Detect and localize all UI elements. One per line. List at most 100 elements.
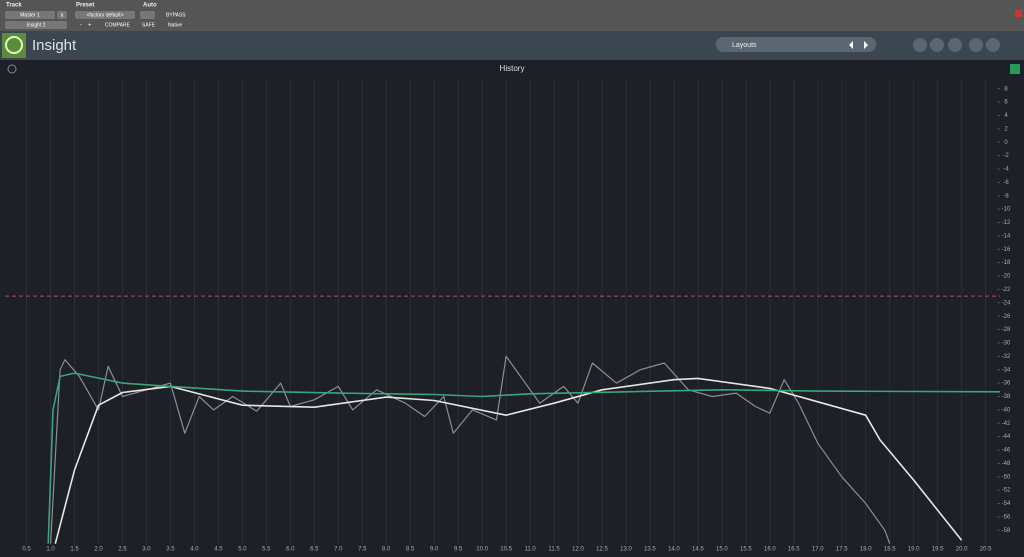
y-tick-label: -16 (1002, 247, 1011, 253)
x-tick-label: 0.5 (22, 547, 31, 552)
icon-button[interactable] (948, 38, 962, 52)
x-tick-label: 5.0 (238, 547, 247, 552)
x-tick-label: 19.0 (908, 547, 920, 552)
x-tick-label: 9.5 (454, 547, 463, 552)
history-panel (0, 60, 1024, 552)
y-tick-label: -56 (1002, 514, 1011, 520)
x-tick-label: 1.5 (70, 547, 79, 552)
layout-arrows[interactable] (849, 41, 868, 49)
x-tick-label: 16.0 (764, 547, 776, 552)
native-label: Native (168, 22, 182, 28)
help-button[interactable] (986, 38, 1000, 52)
preset-minus[interactable]: - (80, 23, 82, 29)
x-tick-label: 17.0 (812, 547, 824, 552)
x-tick-label: 3.0 (142, 547, 151, 552)
host-label: Track (6, 3, 22, 9)
y-tick-label: -32 (1002, 354, 1011, 360)
x-tick-label: 4.0 (190, 547, 199, 552)
y-tick-label: -44 (1002, 434, 1011, 440)
x-tick-label: 2.0 (94, 547, 103, 552)
y-tick-label: -14 (1002, 233, 1011, 239)
y-tick-label: -10 (1002, 207, 1011, 213)
insert-select[interactable] (5, 21, 67, 29)
x-tick-label: 7.0 (334, 547, 343, 552)
y-tick-label: -26 (1002, 314, 1011, 320)
y-tick-label: -20 (1002, 274, 1011, 280)
y-tick-label: -28 (1002, 327, 1011, 333)
preset-select[interactable] (75, 11, 135, 19)
y-tick-label: 6 (1004, 100, 1008, 106)
y-tick-label: 4 (1004, 113, 1008, 119)
y-tick-label: -24 (1002, 300, 1011, 306)
y-tick-label: -50 (1002, 474, 1011, 480)
y-tick-label: 0 (1004, 140, 1008, 146)
y-tick-label: -54 (1002, 501, 1011, 507)
safe-button[interactable]: SAFE (142, 22, 156, 28)
x-tick-label: 20.0 (956, 547, 968, 552)
track-mode[interactable] (57, 11, 67, 19)
pause-button[interactable] (930, 38, 944, 52)
x-tick-label: 14.0 (668, 547, 680, 552)
layouts-select[interactable] (716, 37, 876, 52)
x-tick-label: 17.5 (836, 547, 848, 552)
y-tick-label: -6 (1003, 180, 1009, 186)
x-tick-label: 7.5 (358, 547, 367, 552)
x-tick-label: 12.0 (572, 547, 584, 552)
x-tick-label: 14.5 (692, 547, 704, 552)
logo (5, 36, 23, 54)
bypass-button[interactable]: BYPASS (166, 12, 186, 18)
x-tick-label: 11.5 (548, 547, 560, 552)
x-tick-label: 4.5 (214, 547, 223, 552)
insert-name: Insight 2 (27, 22, 46, 28)
x-tick-label: 1.0 (46, 547, 55, 552)
y-tick-label: -48 (1002, 461, 1011, 467)
history-line (54, 377, 963, 544)
x-tick-label: 9.0 (430, 547, 439, 552)
history-line (47, 372, 1001, 544)
panel-settings[interactable] (7, 64, 17, 74)
y-tick-label: -30 (1002, 341, 1011, 347)
compare-button[interactable]: COMPARE (105, 22, 131, 28)
x-tick-label: 12.5 (596, 547, 608, 552)
preset-name: <factory default> (86, 12, 123, 18)
host-label: Preset (76, 3, 94, 9)
y-tick-label: -58 (1002, 528, 1011, 534)
y-tick-label: -18 (1002, 260, 1011, 266)
x-tick-label: 8.5 (406, 547, 415, 552)
y-tick-label: -22 (1002, 287, 1011, 293)
y-tick-label: 2 (1004, 126, 1008, 132)
x-tick-label: 6.5 (310, 547, 319, 552)
y-tick-label: -36 (1002, 381, 1011, 387)
x-tick-label: 5.5 (262, 547, 271, 552)
y-tick-label: -12 (1002, 220, 1011, 226)
x-tick-label: 18.5 (884, 547, 896, 552)
x-tick-label: 11.0 (524, 547, 536, 552)
x-tick-label: 10.5 (500, 547, 512, 552)
y-tick-label: -34 (1002, 367, 1011, 373)
preset-plus[interactable]: + (88, 23, 92, 29)
host-label: Auto (143, 3, 157, 9)
y-tick-label: -40 (1002, 407, 1011, 413)
y-tick-label: -8 (1003, 193, 1009, 199)
x-tick-label: 19.5 (932, 547, 944, 552)
expand-button[interactable] (1010, 64, 1020, 74)
x-tick-label: 18.0 (860, 547, 872, 552)
x-tick-label: 8.0 (382, 547, 391, 552)
close-button[interactable] (1015, 10, 1022, 17)
y-tick-label: -42 (1002, 421, 1011, 427)
y-tick-label: -38 (1002, 394, 1011, 400)
icon-button[interactable] (913, 38, 927, 52)
track-mode-label: a (61, 12, 64, 18)
x-tick-label: 15.5 (740, 547, 752, 552)
track-select[interactable] (5, 11, 55, 19)
y-tick-label: -52 (1002, 488, 1011, 494)
x-tick-label: 10.0 (476, 547, 488, 552)
settings-button[interactable] (969, 38, 983, 52)
x-tick-label: 2.5 (118, 547, 127, 552)
auto-button[interactable] (140, 11, 155, 19)
x-tick-label: 20.5 (980, 547, 992, 552)
track-name: Master 1 (20, 12, 40, 18)
history-title: History (500, 64, 525, 73)
